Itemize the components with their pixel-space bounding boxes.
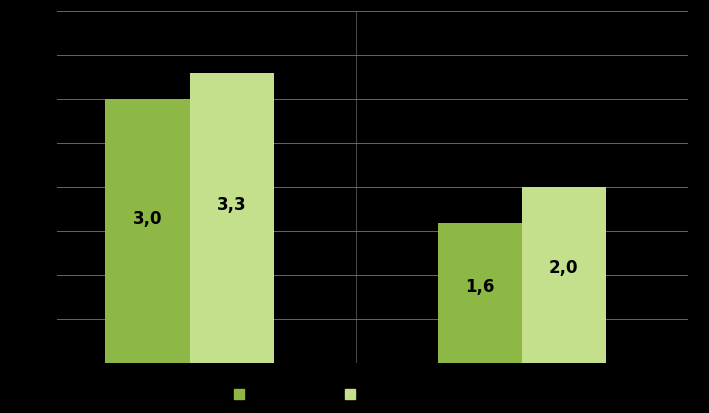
Text: 3,0: 3,0: [133, 210, 162, 228]
Bar: [522, 188, 605, 363]
Text: 1,6: 1,6: [465, 277, 494, 295]
Text: 2,0: 2,0: [549, 258, 579, 276]
Text: 3,3: 3,3: [217, 195, 247, 213]
Legend: , : ,: [234, 388, 359, 402]
Bar: [106, 100, 189, 363]
Bar: [189, 74, 274, 363]
Bar: [437, 223, 522, 363]
